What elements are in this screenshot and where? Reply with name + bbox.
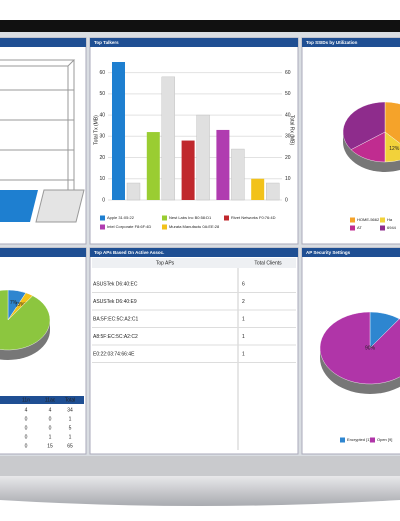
table-cell: 0: [49, 425, 52, 431]
table-header-cell: 11n: [22, 397, 30, 403]
table-cell: 1: [242, 316, 245, 322]
table-cell: 2: [242, 299, 245, 305]
legend-swatch: [340, 437, 345, 443]
y-tick-label: 0: [102, 197, 105, 203]
legend-label: Murata Manufactu 0A:EE:28: [169, 224, 220, 229]
y2-tick-label: 0: [285, 197, 288, 203]
legend-label: Nest Labs Inc B0:58:D1: [169, 215, 212, 220]
legend-label: Encrypted [1]: [347, 437, 371, 442]
table-cell: BA:5F:EC:5C:A2:C1: [93, 316, 139, 322]
table-cell: 0: [25, 416, 28, 422]
table-cell: 1: [242, 334, 245, 340]
y-tick-label: 60: [99, 70, 105, 76]
y-tick-label: 40: [99, 112, 105, 118]
table-cell: 6: [242, 281, 245, 287]
pie-label: 7%: [10, 300, 18, 306]
legend-label: Ha: [387, 217, 393, 222]
y2-tick-label: 20: [285, 155, 291, 161]
legend-label: Rivet Networks F0:76:4D: [231, 215, 276, 220]
y2-tick-label: 60: [285, 70, 291, 76]
legend-swatch: [162, 215, 167, 221]
legend-label: AT: [357, 225, 362, 230]
legend-swatch: [370, 437, 375, 443]
table-cell: ASUSTek D6:40:E9: [93, 299, 137, 305]
tx-bar: [251, 178, 265, 200]
y2-axis-label: Total Rx (MB): [289, 115, 295, 146]
table-header-cell: Top APs: [156, 260, 175, 266]
y-tick-label: 20: [99, 155, 105, 161]
pie-slice: [384, 101, 400, 144]
tx-bar: [146, 132, 160, 200]
y2-tick-label: 30: [285, 134, 291, 140]
y2-tick-label: 50: [285, 91, 291, 97]
table-cell: 1: [69, 434, 72, 440]
table-cell: A8:5F:EC:5C:A2:C2: [93, 334, 138, 340]
y2-tick-label: 10: [285, 176, 291, 182]
table-cell: 1: [69, 416, 72, 422]
y-tick-label: 10: [99, 176, 105, 182]
table-cell: 65: [67, 443, 73, 449]
table-cell: 0: [25, 434, 28, 440]
table-cell: 0: [25, 443, 28, 449]
pie-slice: [319, 311, 400, 385]
table-cell: 0: [25, 425, 28, 431]
y-tick-label: 50: [99, 91, 105, 97]
legend-swatch: [380, 225, 385, 231]
panel-title: AP Security Settings: [306, 250, 351, 255]
table-cell: 1: [242, 351, 245, 357]
chin: [0, 456, 400, 476]
table-header: [0, 396, 84, 404]
legend-label: Open [9]: [377, 437, 392, 442]
table-cell: 4: [25, 407, 28, 413]
pie-label: 12%: [389, 146, 400, 152]
legend-swatch: [350, 217, 355, 223]
table-cell: 15: [47, 443, 53, 449]
table-cell: 34: [67, 407, 73, 413]
rx-bar: [266, 182, 280, 201]
table-cell: 5: [69, 425, 72, 431]
legend-label: 6944: [387, 225, 397, 230]
rx-bar: [196, 114, 210, 201]
legend-swatch: [224, 215, 229, 221]
tx-bar: [216, 129, 230, 200]
pie-slice: [0, 289, 51, 351]
table-cell: ASUSTek D6:40:EC: [93, 281, 138, 287]
left-3d-bars: [0, 59, 85, 223]
y-axis-label: Total Tx (MB): [93, 115, 99, 145]
pie-slice: [342, 101, 386, 150]
table-header: [92, 258, 296, 268]
pie-label: 90%: [365, 345, 376, 351]
y-tick-label: 30: [99, 134, 105, 140]
table-cell: 1: [49, 434, 52, 440]
laptop-base: [0, 476, 400, 506]
legend-swatch: [380, 217, 385, 223]
table-cell: E0:22:03:74:66:4E: [93, 351, 135, 357]
tx-bar: [112, 62, 125, 200]
table-header-cell: Total Clients: [254, 260, 282, 266]
tx-bar: [181, 140, 195, 200]
panel-title: Top APs Based On Active Assoc.: [94, 250, 164, 255]
rx-bar: [126, 182, 141, 201]
table-header-cell: 11ac: [45, 397, 56, 403]
table-cell: 4: [49, 407, 52, 413]
legend-label: Intel Corporate F8:6F:4D: [107, 224, 151, 229]
legend-label: Apple 31:05:22: [107, 215, 135, 220]
table-cell: 0: [49, 416, 52, 422]
legend-swatch: [100, 215, 105, 221]
rx-bar: [161, 76, 176, 201]
panel-title: Top Talkers: [94, 40, 119, 45]
pie-label: (3%): [16, 302, 27, 308]
panel-title: Top SSIDs by Utilization: [306, 40, 358, 45]
legend-label: HOME-5662: [357, 217, 380, 222]
rx-bar: [231, 148, 245, 201]
y2-tick-label: 40: [285, 112, 291, 118]
legend-swatch: [350, 225, 355, 231]
legend-swatch: [100, 224, 105, 230]
table-header-cell: Total: [65, 397, 76, 403]
legend-swatch: [162, 224, 167, 230]
